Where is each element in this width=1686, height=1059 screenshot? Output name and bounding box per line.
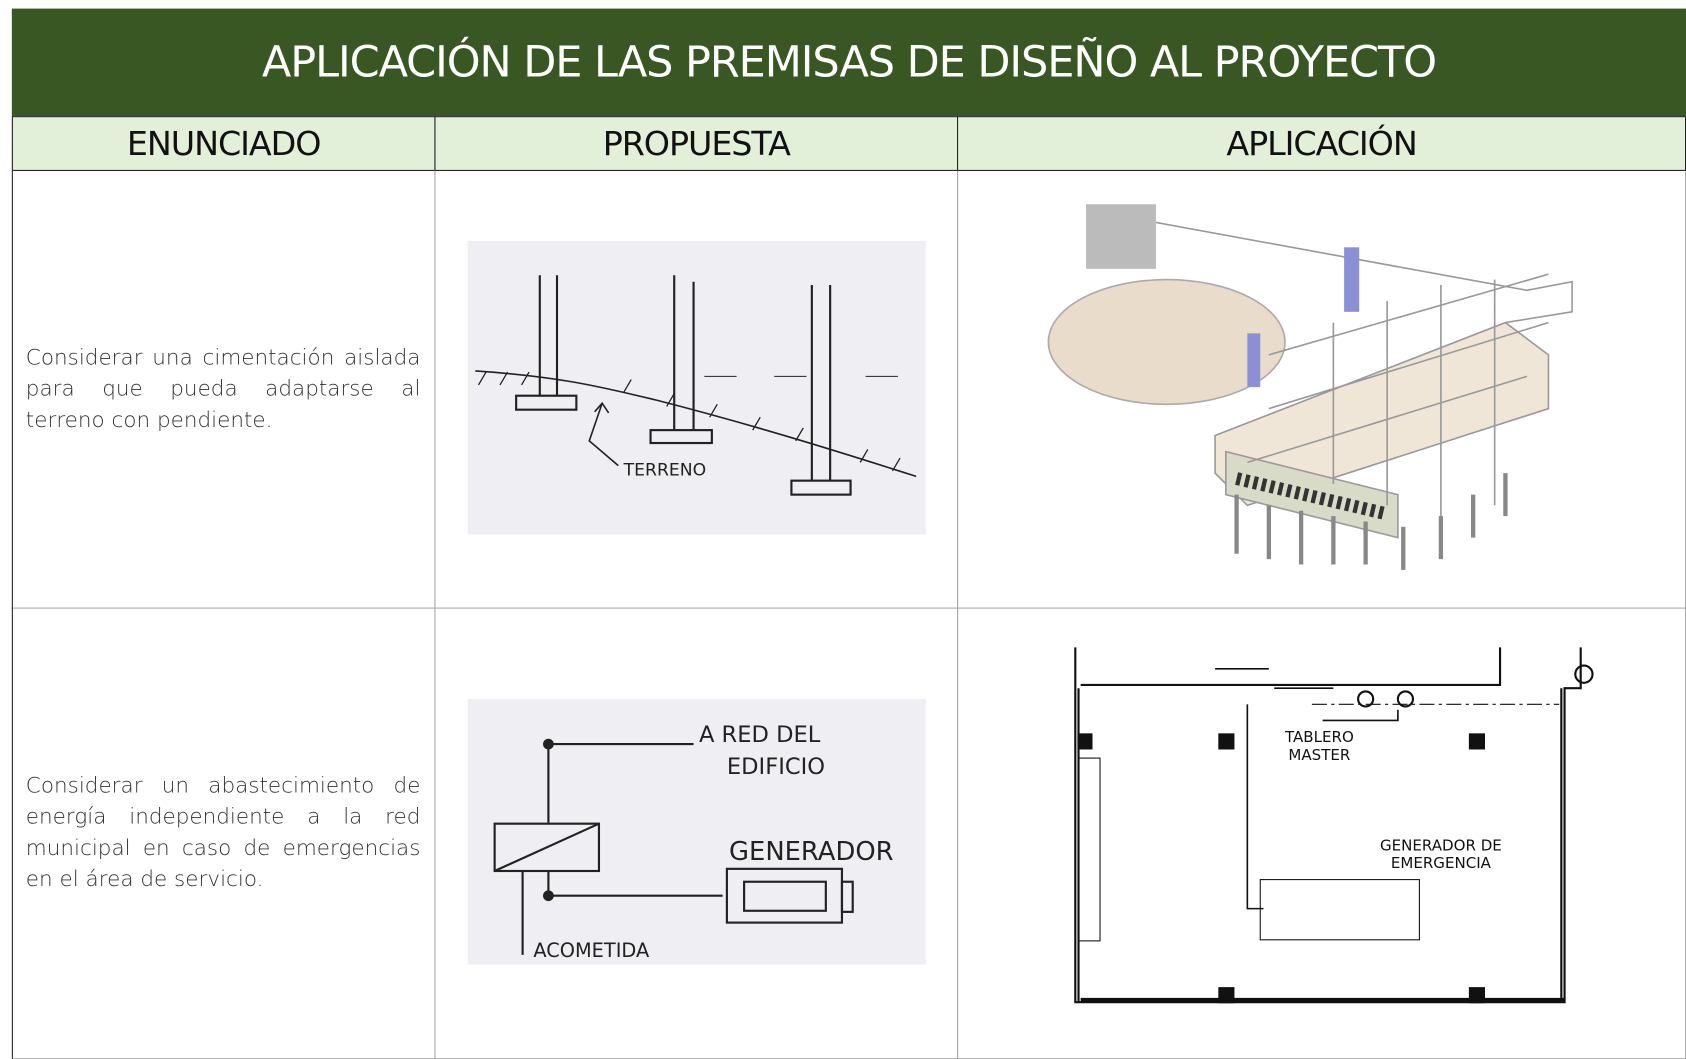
column-header: ENUNCIADO	[11, 116, 436, 171]
title: APLICACIÓN DE LAS PREMISAS DE DISEÑO AL …	[11, 8, 1686, 117]
floor-plan	[1074, 647, 1594, 1004]
statement: Considerar un abastecimiento de energía …	[25, 772, 421, 892]
sketch-label: A RED DEL	[699, 722, 821, 748]
structure-model	[1047, 204, 1573, 570]
statement: Considerar una cimentación aislada para …	[25, 344, 421, 433]
column-header: PROPUESTA	[434, 116, 959, 171]
plan-label: MASTER	[1288, 746, 1351, 764]
plan-label: EMERGENCIA	[1391, 854, 1492, 872]
column-marks	[1077, 733, 1485, 1004]
generator-sketch	[467, 698, 926, 965]
sketch-label: EDIFICIO	[727, 754, 825, 780]
cell	[957, 170, 1686, 609]
column-header: APLICACIÓN	[957, 116, 1686, 171]
sketch-label: TERRENO	[623, 460, 707, 480]
plan-label: TABLERO	[1284, 728, 1354, 746]
sketch-label: GENERADOR	[729, 837, 894, 867]
plan-label: GENERADOR DE	[1380, 837, 1502, 855]
foundation-sketch	[467, 240, 926, 535]
sketch-label: ACOMETIDA	[533, 939, 650, 962]
